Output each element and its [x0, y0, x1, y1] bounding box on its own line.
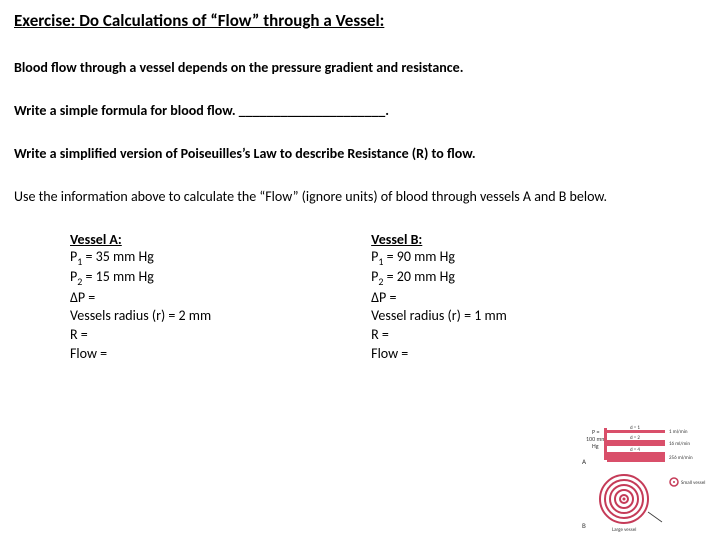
vessel-a-dp: ΔP = [70, 289, 211, 308]
small-vessel-label: Small vessel [681, 480, 705, 486]
vessel-b-p2: P2 = 20 mm Hg [371, 268, 507, 288]
vessel-a-r: R = [70, 326, 211, 345]
tube-3-dia: d = 4 [630, 447, 640, 453]
pressure-bar [604, 428, 607, 460]
vessel-b-flow: Flow = [371, 345, 507, 364]
exercise-title: Exercise: Do Calculations of “Flow” thro… [14, 10, 706, 31]
vessel-a-block: Vessel A: P1 = 35 mm Hg P2 = 15 mm Hg ΔP… [14, 231, 211, 364]
large-vessel-label: Large vessel [612, 527, 636, 533]
p-rest: = 90 mm Hg [383, 248, 455, 265]
p-rest: = 15 mm Hg [82, 268, 154, 285]
cross-section [600, 475, 648, 523]
small-vessel-dot [673, 481, 675, 483]
vessel-columns: Vessel A: P1 = 35 mm Hg P2 = 15 mm Hg ΔP… [14, 231, 706, 364]
vessel-a-radius: Vessels radius (r) = 2 mm [70, 307, 211, 326]
vessel-a-head: Vessel A: [70, 231, 211, 248]
tube-2-dia: d = 2 [630, 435, 640, 441]
panel-b-label: B [582, 521, 586, 530]
vessel-b-radius: Vessel radius (r) = 1 mm [371, 307, 507, 326]
vessel-a-flow: Flow = [70, 345, 211, 364]
tube-1-dia: d = 1 [630, 425, 640, 431]
p-unit-label: Hg [592, 442, 599, 450]
vessel-b-r: R = [371, 326, 507, 345]
vessel-b-block: Vessel B: P1 = 90 mm Hg P2 = 20 mm Hg ΔP… [251, 231, 507, 364]
tube-3-flow: 256 ml/min [669, 455, 693, 461]
large-vessel-pointer [648, 512, 662, 522]
formula-blank: _____________________. [239, 102, 389, 119]
vessel-a-p2: P2 = 15 mm Hg [70, 268, 211, 288]
panel-a-label: A [582, 457, 587, 466]
formula-prompt: Write a simple formula for blood flow. _… [14, 102, 706, 119]
vessel-b-p1: P1 = 90 mm Hg [371, 248, 507, 268]
poiseuille-line: Write a simplified version of Poiseuille… [14, 145, 706, 162]
vessel-b-dp: ΔP = [371, 289, 507, 308]
tube-3 [607, 452, 665, 462]
vessel-a-p1: P1 = 35 mm Hg [70, 248, 211, 268]
use-info-line: Use the information above to calculate t… [14, 188, 706, 205]
intro-line: Blood flow through a vessel depends on t… [14, 59, 706, 76]
p-rest: = 20 mm Hg [383, 268, 455, 285]
vessel-diagram: P = 100 mm Hg d = 1 1 ml/min d = 2 16 ml… [564, 424, 714, 534]
tube-1-flow: 1 ml/min [669, 429, 688, 435]
p-rest: = 35 mm Hg [82, 248, 154, 265]
tube-2-flow: 16 ml/min [669, 441, 690, 447]
vessel-b-head: Vessel B: [371, 231, 507, 248]
formula-prompt-text: Write a simple formula for blood flow. [14, 102, 239, 119]
